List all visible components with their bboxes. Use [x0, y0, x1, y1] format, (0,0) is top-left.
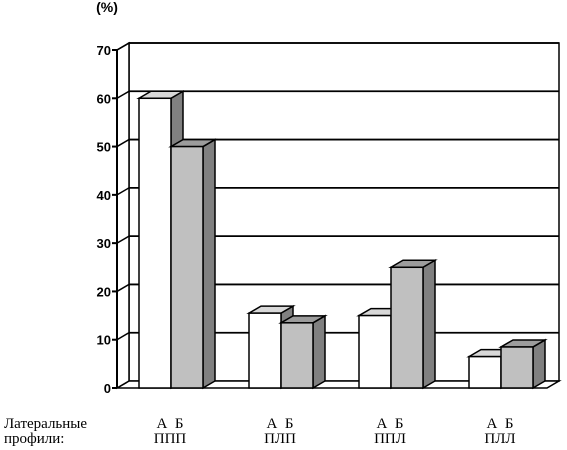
row-label-line2: профили:	[4, 431, 64, 447]
bar-side	[422, 258, 436, 390]
y-tick-label: 50	[97, 140, 111, 155]
y-tick-label: 40	[97, 188, 111, 203]
gridline-side	[116, 332, 130, 341]
bar-front	[500, 346, 534, 389]
gridline-side	[116, 90, 130, 99]
category-label: ПЛП	[264, 431, 296, 447]
category-label: ППЛ	[374, 431, 406, 447]
bar-ППП-Б	[168, 138, 218, 390]
bar-front	[170, 145, 204, 389]
bar-side	[202, 138, 216, 390]
category-label: ПЛЛ	[484, 431, 515, 447]
bars	[136, 89, 548, 390]
gridline-side	[116, 42, 130, 51]
y-tick-label: 0	[104, 381, 111, 396]
gridline-side	[116, 235, 130, 244]
gridline-side	[116, 138, 130, 148]
series-letters: А Б	[267, 416, 294, 432]
bar-ПЛЛ-Б	[498, 338, 548, 390]
bar-side	[312, 314, 326, 390]
bar-front	[138, 97, 172, 389]
y-tick-label: 60	[97, 91, 111, 106]
gridline-side	[116, 283, 130, 293]
y-tick-label: 30	[97, 236, 111, 251]
y-tick-label: 20	[97, 284, 111, 299]
bar-front	[358, 314, 392, 389]
bar-front	[280, 322, 314, 389]
bar-ПЛП-Б	[278, 314, 328, 390]
bar-front	[468, 355, 502, 389]
y-axis: 0 10 20 30 40 50 60 70	[97, 43, 118, 396]
bar-front	[390, 266, 424, 389]
series-letters: А Б	[157, 416, 184, 432]
y-unit-label: (%)	[96, 0, 118, 15]
series-letters: А Б	[377, 416, 404, 432]
row-label-line1: Латеральные	[4, 416, 87, 432]
y-tick-label: 70	[97, 43, 111, 58]
bar-ППЛ-Б	[388, 258, 438, 390]
y-tick-label: 10	[97, 333, 111, 348]
bar-side	[532, 338, 546, 390]
category-label: ППП	[154, 431, 187, 447]
series-letters: А Б	[487, 416, 514, 432]
gridline-side	[116, 187, 130, 196]
bar-front	[248, 312, 282, 389]
